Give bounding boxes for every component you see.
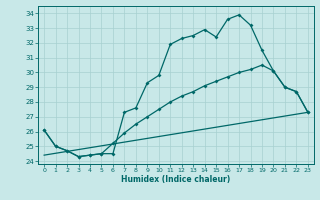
X-axis label: Humidex (Indice chaleur): Humidex (Indice chaleur) bbox=[121, 175, 231, 184]
